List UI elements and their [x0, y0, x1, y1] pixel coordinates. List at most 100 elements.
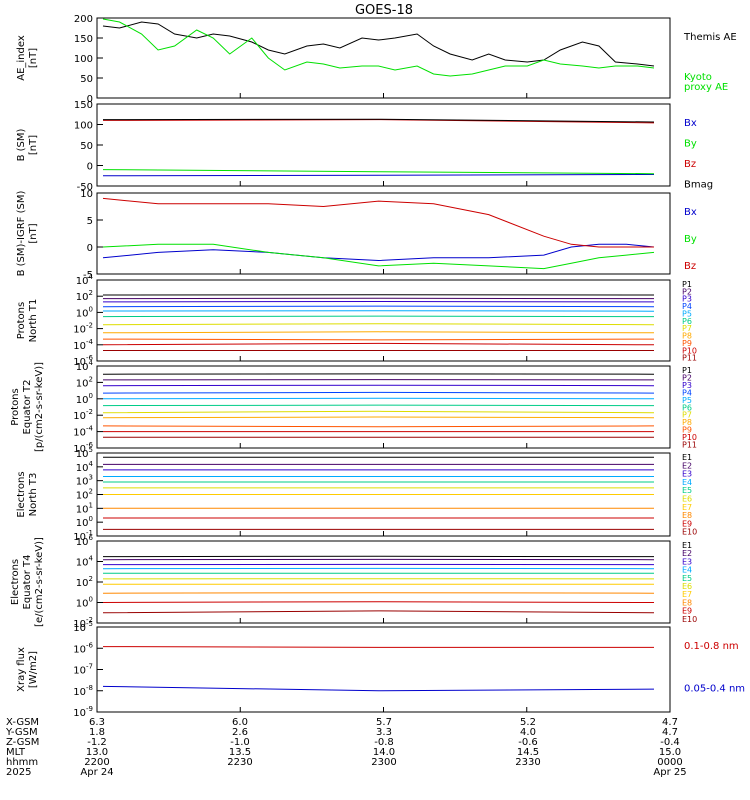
- series-line: [102, 391, 655, 394]
- series-line: [102, 410, 655, 414]
- y-tick-label: 104: [76, 460, 94, 474]
- y-tick-label: 100: [74, 54, 93, 65]
- legend-label: E3: [682, 557, 692, 566]
- footer-row-label: Z-GSM: [6, 737, 39, 748]
- legend-label: E6: [682, 495, 692, 504]
- legend-label: Themis AE: [683, 32, 737, 43]
- footer-value: 5.7: [376, 717, 392, 728]
- footer-row-label: 2025: [6, 767, 31, 778]
- series-line: [102, 174, 655, 177]
- legend-label: P7: [682, 411, 692, 420]
- legend-label: Bx: [684, 118, 697, 129]
- y-axis-label: Protons: [10, 388, 21, 425]
- series-line: [102, 243, 655, 270]
- legend-label: E10: [682, 615, 697, 624]
- legend-label: P3: [682, 381, 692, 390]
- panel-frame: [96, 103, 671, 187]
- legend-label: E7: [682, 503, 692, 512]
- footer-value: Apr 24: [80, 767, 113, 778]
- y-axis-label: [p/(cm2-s-sr-keV)]: [34, 362, 45, 452]
- legend-label: P8: [682, 332, 692, 341]
- legend-label: E2: [682, 461, 692, 470]
- legend-label: Bx: [684, 207, 697, 218]
- legend-label: Bz: [684, 159, 696, 170]
- y-axis-label: [W/m2]: [28, 651, 39, 688]
- time-axis-footer: X-GSM 6.3 6.0 5.7 5.2 4.7 Y-GSM 1.8 2.6 3.3 4.0 4.7…: [5, 717, 687, 778]
- panel-frame: [96, 192, 671, 275]
- y-tick-label: 102: [76, 488, 93, 502]
- y-axis-label: North T1: [28, 299, 39, 343]
- legend-label: P2: [682, 287, 692, 296]
- legend-label: P5: [682, 309, 692, 318]
- legend-label: By: [684, 234, 697, 245]
- series-line: [102, 305, 655, 308]
- legend-label: P8: [682, 418, 692, 427]
- y-tick-label: 100: [76, 392, 93, 406]
- legend-label: proxy AE: [684, 82, 728, 93]
- y-tick-label: 10: [80, 189, 93, 200]
- y-tick-label: 101: [76, 501, 93, 515]
- legend-label: E4: [682, 566, 692, 575]
- legend-label: E7: [682, 590, 692, 599]
- footer-value: Apr 25: [653, 767, 686, 778]
- series-line: [102, 610, 655, 614]
- y-axis-label: Equator T2: [22, 380, 33, 435]
- y-tick-label: 10-7: [73, 663, 93, 677]
- panel-2: -5 0 5 10 B (SM)-IGRF (SM) [nT] Bx By Bz: [16, 189, 697, 281]
- legend-label: P11: [682, 441, 697, 450]
- y-tick-label: 5: [87, 216, 93, 227]
- y-tick-label: 102: [76, 575, 93, 589]
- panel-1: -50 0 50 100 150 B (SM) [nT] Bx By Bz Bmag: [16, 100, 713, 193]
- series-line: [102, 342, 655, 346]
- footer-value: -0.4: [660, 737, 680, 748]
- y-tick-label: 0: [87, 94, 93, 105]
- footer-value: -1.2: [87, 737, 107, 748]
- footer-value: 3.3: [376, 727, 392, 738]
- legend-label: P1: [682, 280, 692, 289]
- footer-value: 15.0: [659, 747, 681, 758]
- series-line: [102, 118, 655, 123]
- legend-label: E8: [682, 598, 692, 607]
- legend-label: Bmag: [684, 180, 713, 191]
- series-line: [102, 310, 655, 312]
- legend-label: P4: [682, 388, 692, 397]
- footer-value: 6.0: [232, 717, 248, 728]
- footer-value: -0.6: [518, 737, 538, 748]
- legend-label: E9: [682, 607, 692, 616]
- y-tick-label: 10-4: [73, 338, 93, 352]
- plot-title: GOES-18: [355, 3, 413, 18]
- y-tick-label: 104: [76, 555, 94, 569]
- footer-value: 2230: [227, 757, 252, 768]
- y-tick-label: 104: [76, 359, 94, 373]
- legend-label: E3: [682, 470, 692, 479]
- legend-label: P4: [682, 302, 692, 311]
- panel-frame: [96, 365, 671, 449]
- footer-value: 2300: [371, 757, 396, 768]
- legend-label: E6: [682, 582, 692, 591]
- y-tick-label: 50: [80, 141, 93, 152]
- footer-value: 6.3: [89, 717, 105, 728]
- footer-row-label: Y-GSM: [5, 727, 38, 738]
- y-tick-label: 10-5: [73, 620, 93, 634]
- y-tick-label: 0: [87, 243, 93, 254]
- y-tick-label: 10-4: [73, 425, 93, 439]
- series-line: [102, 416, 655, 419]
- series-line: [102, 646, 654, 648]
- y-tick-label: 100: [74, 121, 93, 132]
- y-tick-label: 102: [76, 375, 93, 389]
- legend-label: E8: [682, 511, 692, 520]
- footer-value: 13.0: [86, 747, 108, 758]
- footer-row-label: hhmm: [6, 757, 38, 768]
- legend-label: P9: [682, 426, 692, 435]
- legend-label: 0.1-0.8 nm: [684, 641, 739, 652]
- y-tick-label: 102: [76, 289, 93, 303]
- series-line: [102, 315, 655, 318]
- footer-row-label: MLT: [6, 747, 26, 758]
- legend-label: E1: [682, 453, 692, 462]
- y-tick-label: 10-2: [73, 322, 93, 336]
- y-tick-label: 200: [74, 14, 93, 25]
- legend-label: E4: [682, 478, 692, 487]
